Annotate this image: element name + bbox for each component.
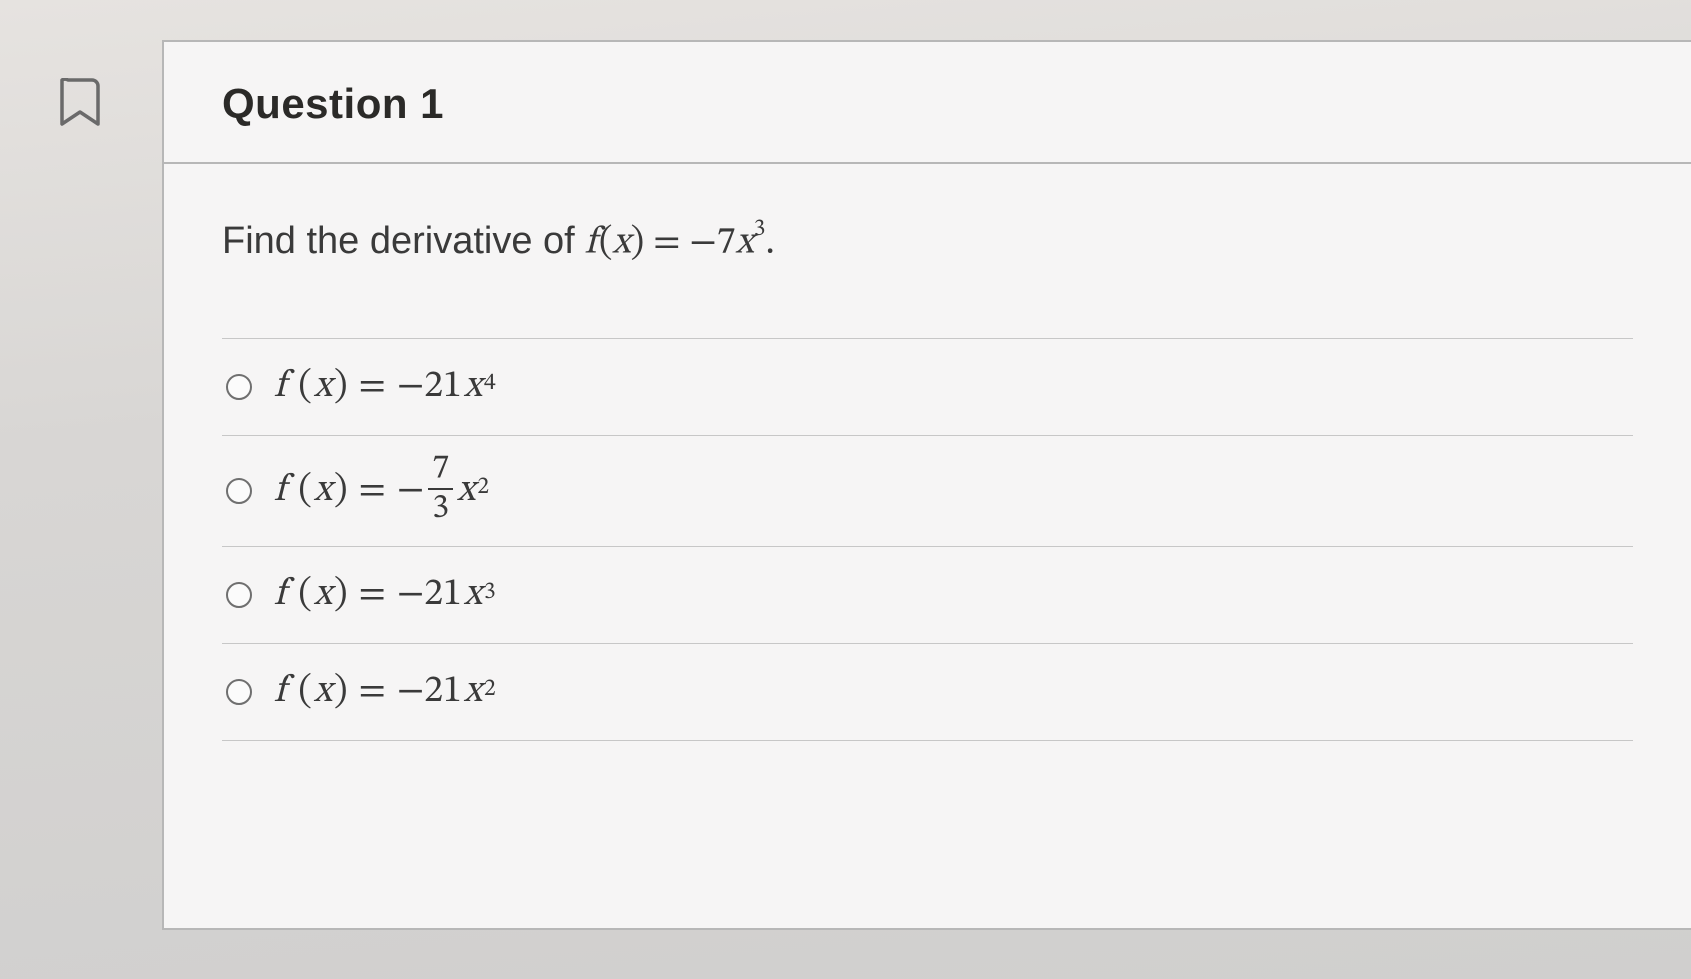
frac-den: 3 [428, 490, 453, 526]
answer-option-a[interactable]: f′ (x) = −21x4 [222, 339, 1633, 436]
prompt-text: Find the derivative of [222, 220, 575, 263]
rhs-var: x [736, 225, 754, 263]
radio-icon[interactable] [226, 478, 252, 504]
frac-num: 7 [428, 452, 453, 490]
answer-math: f′ (x) = − 7 3 x2 [274, 454, 489, 528]
question-header: Question 1 [164, 42, 1691, 164]
ans-var: x [464, 571, 482, 619]
answer-math: f′ (x) = −21x3 [274, 571, 496, 619]
answer-option-c[interactable]: f′ (x) = −21x3 [222, 547, 1633, 644]
ans-coeff: −21 [397, 571, 462, 619]
question-body: Find the derivative of f (x) = −7x3. f′ … [164, 164, 1691, 928]
question-card: Question 1 Find the derivative of f (x) … [162, 40, 1691, 930]
ans-coeff: −21 [397, 363, 462, 411]
ans-exp: 3 [484, 577, 496, 607]
answer-math: f′ (x) = −21x4 [274, 363, 496, 411]
answer-option-d[interactable]: f′ (x) = −21x2 [222, 644, 1633, 741]
prompt-math: f (x) = −7x3. [585, 218, 775, 268]
ans-var: x [457, 467, 475, 515]
fn-name: f [585, 225, 597, 263]
ans-exp: 2 [484, 674, 496, 704]
answer-option-b[interactable]: f′ (x) = − 7 3 x2 [222, 436, 1633, 547]
question-title: Question 1 [222, 80, 1633, 128]
bookmark-icon[interactable] [58, 78, 102, 128]
ans-var: x [464, 668, 482, 716]
question-prompt: Find the derivative of f (x) = −7x3. [222, 218, 1633, 268]
fraction: 7 3 [428, 452, 453, 526]
answer-math: f′ (x) = −21x2 [274, 668, 496, 716]
radio-icon[interactable] [226, 582, 252, 608]
page-root: Question 1 Find the derivative of f (x) … [0, 0, 1691, 979]
ans-var: x [464, 363, 482, 411]
radio-icon[interactable] [226, 679, 252, 705]
ans-coeff: −21 [397, 668, 462, 716]
ans-sign: − [397, 467, 424, 515]
rhs-coeff: −7 [689, 225, 735, 263]
ans-exp: 4 [484, 368, 496, 398]
fn-var: x [612, 225, 630, 263]
answers-list: f′ (x) = −21x4 f′ (x) = − 7 3 [222, 338, 1633, 741]
ans-exp: 2 [477, 472, 489, 502]
rhs-exp: 3 [754, 217, 766, 241]
radio-icon[interactable] [226, 374, 252, 400]
